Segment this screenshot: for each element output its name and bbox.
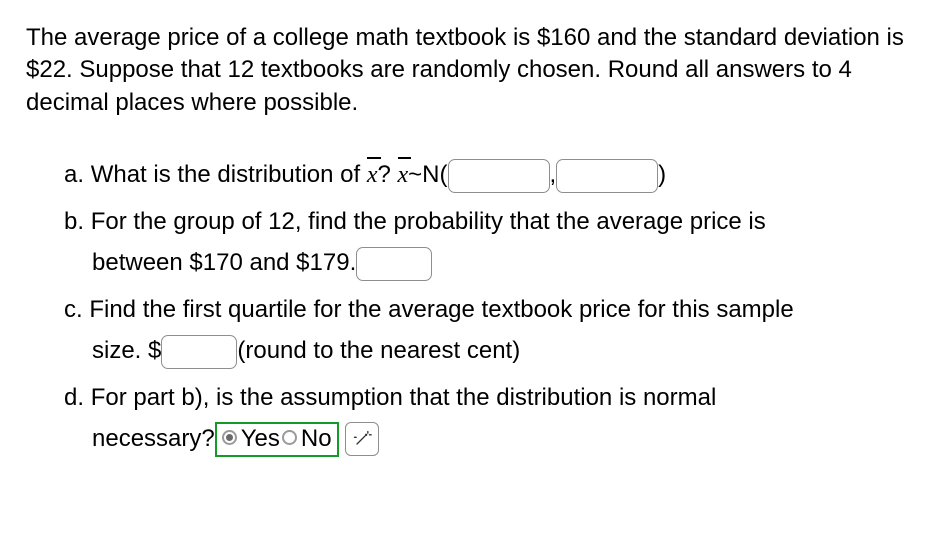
part-c-line1: Find the first quartile for the average … — [89, 296, 793, 323]
dist-close: ) — [658, 155, 666, 196]
radio-no-label: No — [301, 427, 332, 451]
part-b-label: b. — [64, 208, 84, 235]
part-a-label: a. — [64, 161, 84, 188]
part-d: d. For part b), is the assumption that t… — [64, 378, 914, 460]
part-c-line2a: size. $ — [92, 331, 161, 372]
wand-button[interactable] — [345, 422, 379, 456]
radio-yes[interactable] — [222, 430, 237, 445]
radio-yes-label: Yes — [241, 427, 280, 451]
part-a-text: What is the distribution of — [91, 161, 367, 188]
part-d-line1: For part b), is the assumption that the … — [91, 384, 717, 411]
qmark: ? — [377, 155, 397, 196]
xbar-symbol-q: x — [367, 155, 378, 196]
radio-no[interactable] — [282, 430, 297, 445]
part-b-line1: For the group of 12, find the probabilit… — [91, 208, 766, 235]
part-a: a. What is the distribution of x? x ~ N(… — [64, 155, 914, 196]
part-b-line2: between $170 and $179. — [92, 243, 356, 284]
wand-icon — [352, 429, 372, 449]
part-c-label: c. — [64, 296, 83, 323]
question-container: The average price of a college math text… — [0, 0, 940, 538]
dist-n: N( — [422, 155, 447, 196]
tilde: ~ — [408, 155, 422, 196]
input-q1[interactable] — [161, 335, 237, 369]
part-c-line2b: (round to the nearest cent) — [237, 331, 520, 372]
part-b: b. For the group of 12, find the probabi… — [64, 202, 914, 284]
part-d-label: d. — [64, 384, 84, 411]
input-mean[interactable] — [448, 159, 550, 193]
intro-text: The average price of a college math text… — [26, 22, 914, 119]
input-prob[interactable] — [356, 247, 432, 281]
dist-sep: , — [550, 155, 557, 196]
input-sd[interactable] — [556, 159, 658, 193]
part-d-line2: necessary? — [92, 419, 215, 460]
question-list: a. What is the distribution of x? x ~ N(… — [26, 155, 914, 460]
part-c: c. Find the first quartile for the avera… — [64, 290, 914, 372]
radio-group-highlight: Yes No — [215, 422, 339, 457]
xbar-symbol: x — [398, 155, 409, 196]
